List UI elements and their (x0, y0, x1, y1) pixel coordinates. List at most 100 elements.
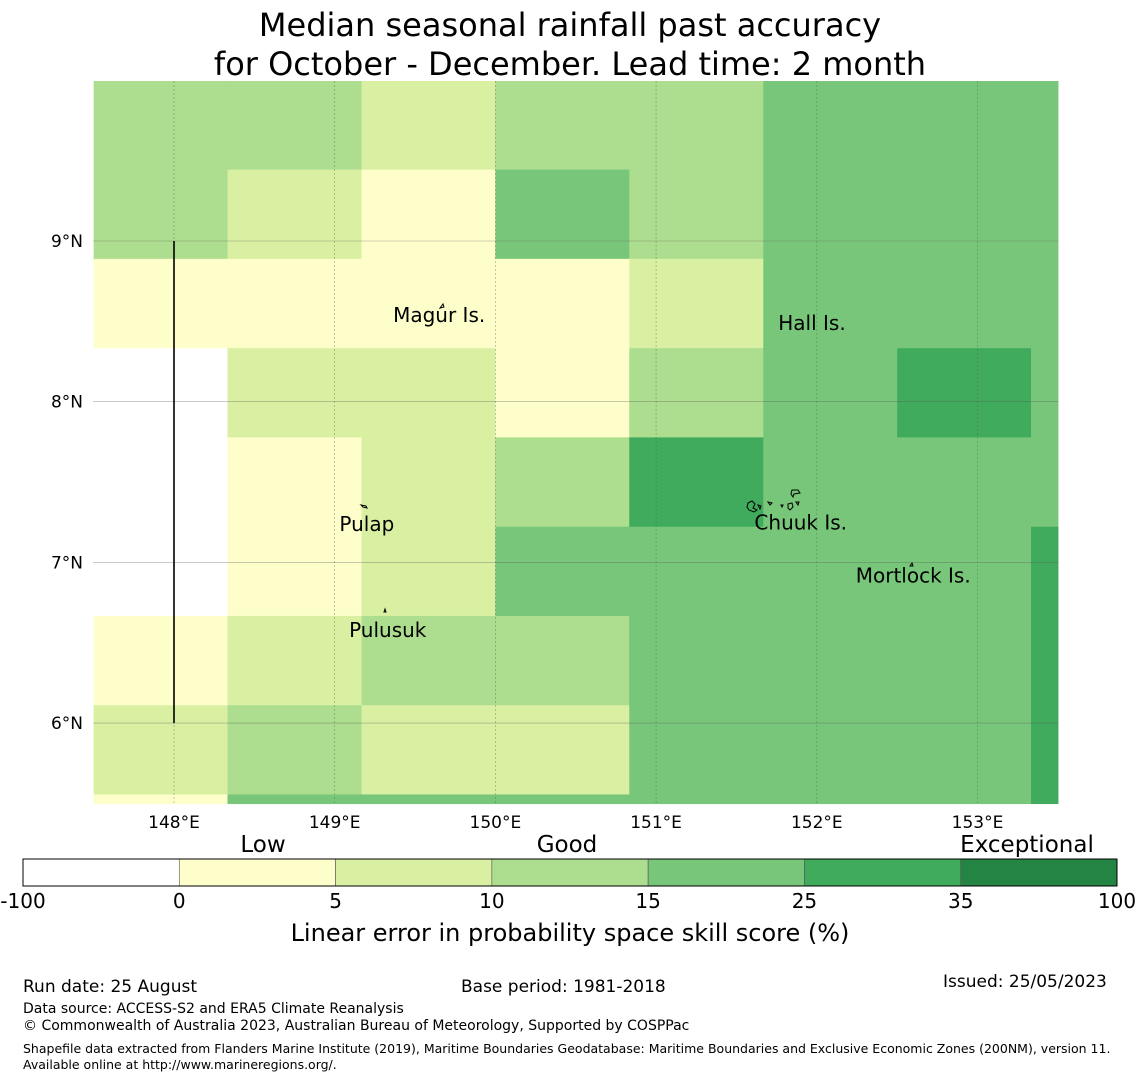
island-outline (359, 504, 368, 509)
data-source: Data source: ACCESS-S2 and ERA5 Climate … (23, 1001, 404, 1017)
grid-cell (1031, 169, 1059, 260)
grid-cell (1031, 526, 1059, 617)
place-label: Pulusuk (349, 618, 427, 642)
grid-cell (1031, 258, 1059, 349)
grid-cell (897, 526, 1032, 617)
colorbar-segment (335, 858, 493, 887)
grid-cell (361, 794, 496, 805)
grid-cell (897, 169, 1032, 260)
run-date: Run date: 25 August (23, 977, 197, 997)
map-gridlines (93, 81, 1058, 805)
colorbar-legend: -100 0 5 10 15 25 35 100 Low Good Exceptional Linea… (0, 832, 1136, 947)
grid-cell (763, 258, 898, 349)
grid-cell (629, 348, 764, 438)
map-title-line-2: for October - December. Lead time: 2 mon… (213, 45, 927, 83)
grid-cell (361, 526, 496, 617)
grid-cell (93, 348, 229, 438)
y-tick-label: 8°N (51, 393, 83, 413)
colorbar-segment (647, 858, 805, 887)
colorbar-bin-label: 15 (635, 889, 660, 913)
colorbar-segment (22, 858, 180, 887)
grid-cell (227, 348, 363, 438)
x-tick-label: 151°E (630, 813, 682, 833)
grid-cell (361, 348, 496, 438)
colorbar-segment (491, 858, 649, 887)
grid-cell (227, 437, 363, 528)
grid-cell (93, 615, 229, 706)
grid-cell (361, 437, 496, 528)
y-tick-label: 7°N (51, 553, 83, 573)
island-outlines (359, 302, 914, 613)
grid-cell (763, 81, 898, 171)
grid-cell (495, 615, 630, 706)
place-labels: Magur Is. Hall Is. Pulap Chuuk Is. Mortlock … (339, 303, 970, 642)
colorbar-bin-label: -100 (0, 889, 45, 913)
grid-cell (629, 794, 764, 805)
grid-cell (93, 437, 229, 528)
grid-cell (629, 258, 764, 349)
grid-cell (897, 615, 1032, 706)
colorbar-title: Linear error in probability space skill … (291, 919, 850, 947)
grid-cell (1031, 794, 1059, 805)
x-tick-label: 153°E (952, 813, 1004, 833)
grid-cell (1031, 705, 1059, 796)
grid-cell (1031, 348, 1059, 438)
grid-cell (93, 169, 229, 260)
grid-cell (93, 794, 229, 805)
grid-cell (361, 615, 496, 706)
colorbar-bin-label: 25 (792, 889, 817, 913)
x-tick-label: 148°E (148, 813, 200, 833)
colorbar-segment (178, 858, 336, 887)
grid-cell (227, 705, 363, 796)
island-outline (383, 607, 387, 613)
grid-cell (495, 437, 630, 528)
grid-cell (763, 169, 898, 260)
grid-cell (629, 81, 764, 171)
grid-cell (629, 615, 764, 706)
grid-cell (227, 81, 363, 171)
grid-cell (495, 794, 630, 805)
grid-cell (227, 794, 363, 805)
grid-cell (227, 169, 363, 260)
island-outline (746, 500, 758, 513)
grid-cell (93, 705, 229, 796)
grid-cell (93, 258, 229, 349)
grid-cell (763, 794, 898, 805)
axis-tick-labels: 148°E 149°E 150°E 151°E 152°E 153°E 9°N 8°N 7°N 6… (51, 232, 1003, 833)
y-tick-label: 9°N (51, 232, 83, 252)
grid-cell (897, 258, 1032, 349)
x-tick-label: 152°E (791, 813, 843, 833)
grid-cell (227, 258, 363, 349)
grid-cell (629, 169, 764, 260)
shapefile-credit: Shapefile data extracted from Flanders M… (23, 1041, 1111, 1072)
grid-cell (93, 526, 229, 617)
place-label: Pulap (339, 512, 394, 536)
grid-cell (763, 705, 898, 796)
grid-cell (361, 81, 496, 171)
colorbar-bin-label: 0 (173, 889, 186, 913)
grid-cell (1031, 437, 1059, 528)
grid-cell (495, 705, 630, 796)
grid-cell (361, 258, 496, 349)
grid-cell (629, 526, 764, 617)
category-label: Low (240, 832, 285, 858)
grid-cell (361, 705, 496, 796)
grid-cell (763, 615, 898, 706)
copyright: © Commonwealth of Australia 2023, Austra… (23, 1018, 690, 1034)
island-outline (780, 504, 784, 509)
island-outline (438, 302, 445, 309)
grid-cell (629, 705, 764, 796)
grid-cell (495, 348, 630, 438)
colorbar-bin-label: 10 (479, 889, 504, 913)
category-label: Exceptional (960, 832, 1094, 858)
grid-cell (227, 615, 363, 706)
grid-cell (361, 169, 496, 260)
colorbar-segment (960, 858, 1118, 887)
grid-cell (897, 348, 1032, 438)
grid-cell (897, 81, 1032, 171)
grid-cell (763, 348, 898, 438)
grid-cell (495, 526, 630, 617)
map-title-line-1: Median seasonal rainfall past accuracy (258, 6, 882, 44)
grid-cell (1031, 615, 1059, 706)
